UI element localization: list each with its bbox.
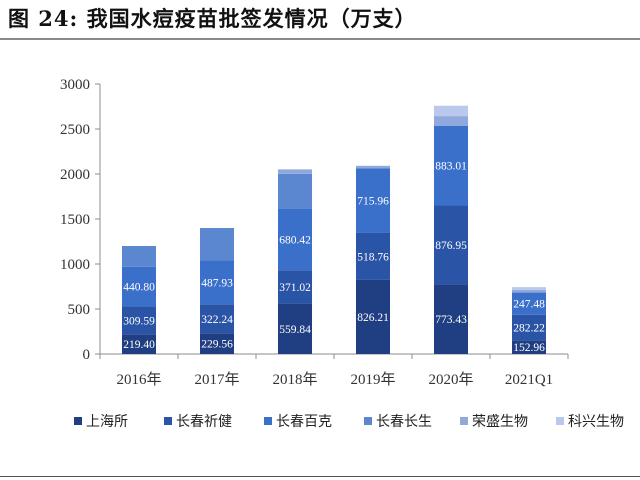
data-label: 715.96 [357,196,389,208]
data-label: 826.21 [357,312,389,324]
y-tick-label: 1000 [60,257,90,273]
data-label: 440.80 [123,282,155,294]
bar-segment [356,279,390,354]
legend-swatch [460,417,468,425]
bar-segment [434,125,468,206]
data-label: 247.48 [513,299,545,311]
bar-segment [200,304,234,334]
x-tick-label: 2016年 [116,371,161,388]
bar-segment [512,340,546,354]
legend-swatch [164,417,172,425]
bar-segment [434,205,468,285]
x-tick-label: 2020年 [428,371,473,388]
bottom-rule [0,476,640,477]
data-label: 371.02 [279,282,311,294]
x-tick-label: 2019年 [350,371,395,388]
y-tick-label: 500 [68,302,91,318]
data-label: 680.42 [279,235,311,247]
bar-segment [278,173,312,209]
bar-segment [356,165,390,169]
bar-segment [512,314,546,341]
chart-bars: 219.40 309.59 440.80 229.56 322.24 487.93 559.… [122,105,546,354]
y-tick-label: 1500 [60,212,90,228]
bar-segment [122,334,156,354]
legend-label: 长春百克 [276,414,332,430]
x-tick-label: 2017年 [194,371,239,388]
bar-segment [200,228,234,261]
data-label: 282.22 [513,323,545,335]
data-label: 773.43 [435,314,467,326]
bar-segment [434,116,468,126]
bar-segment [512,292,546,315]
bar-segment [512,289,546,293]
legend-label: 上海所 [86,414,128,430]
legend-label: 荣盛生物 [472,414,528,430]
data-label: 322.24 [201,314,233,326]
legend-label: 长春祈健 [176,414,232,430]
legend-swatch [264,417,272,425]
bar-segment [356,232,390,280]
bar-segment [278,208,312,271]
legend-label: 科兴生物 [568,414,624,430]
bar-segment [200,333,234,354]
y-tick-label: 3000 [60,77,90,93]
legend-swatch [74,417,82,425]
chart-axes: 0 500 1000 1500 2000 2500 3000 2016年 2017年 2018年 2… [60,77,569,388]
data-label: 559.84 [279,324,311,336]
x-tick-label: 2018年 [272,371,317,388]
bar-segment [278,270,312,304]
bar-segment [200,260,234,305]
data-label: 883.01 [435,161,467,173]
x-tick-label: 2021Q1 [505,372,553,388]
legend-swatch [556,417,564,425]
bar-segment [122,246,156,267]
data-label: 876.95 [435,240,467,252]
bar-segment [356,168,390,233]
data-label: 487.93 [201,277,233,289]
bar-segment [434,105,468,117]
chart-legend: 上海所 长春祈健 长春百克 长春长生 荣盛生物 科兴生物 [74,414,624,430]
data-label: 152.96 [513,342,545,354]
data-label: 309.59 [123,315,155,327]
figure-title: 图 24: 我国水痘疫苗批签发情况（万支） [8,6,417,31]
data-label: 229.56 [201,339,233,351]
bar-segment [434,284,468,354]
y-tick-label: 2500 [60,122,90,138]
legend-label: 长春长生 [376,414,432,430]
legend-swatch [364,417,372,425]
y-tick-label: 2000 [60,167,90,183]
y-tick-label: 0 [83,347,91,363]
data-label: 219.40 [123,339,155,351]
bar-segment [278,303,312,354]
bar-segment [122,266,156,307]
bar-segment [278,169,312,174]
data-label: 518.76 [357,251,389,263]
title-rule [0,38,640,40]
bar-segment [512,287,546,290]
bar-segment [122,306,156,335]
